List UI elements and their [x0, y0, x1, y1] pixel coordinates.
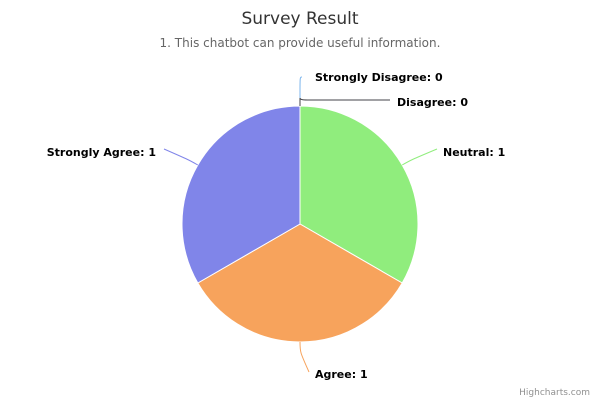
- connector-strongly-disagree: [299, 76, 303, 106]
- pie-slices: [181, 105, 419, 343]
- chart-title: Survey Result: [241, 9, 358, 29]
- data-label-disagree: Disagree: 0: [397, 96, 468, 109]
- data-label-strongly-agree: Strongly Agree: 1: [47, 146, 156, 159]
- credits-link[interactable]: Highcharts.com: [519, 388, 590, 398]
- pie-slice-agree[interactable]: [197, 223, 403, 343]
- connector-neutral: [401, 148, 438, 166]
- data-label-neutral: Neutral: 1: [443, 146, 505, 159]
- chart-subtitle: 1. This chatbot can provide useful infor…: [160, 36, 441, 50]
- connector-agree: [299, 341, 310, 373]
- pie-slice-neutral[interactable]: [299, 105, 419, 284]
- connector-strongly-agree: [163, 148, 199, 166]
- pie-slice-strongly-agree[interactable]: [181, 105, 301, 284]
- data-label-agree: Agree: 1: [315, 368, 368, 381]
- data-label-strongly-disagree: Strongly Disagree: 0: [315, 71, 443, 84]
- data-labels: Strongly Disagree: 0 Disagree: 0 Neutral: …: [47, 71, 506, 381]
- connector-disagree: [299, 97, 390, 106]
